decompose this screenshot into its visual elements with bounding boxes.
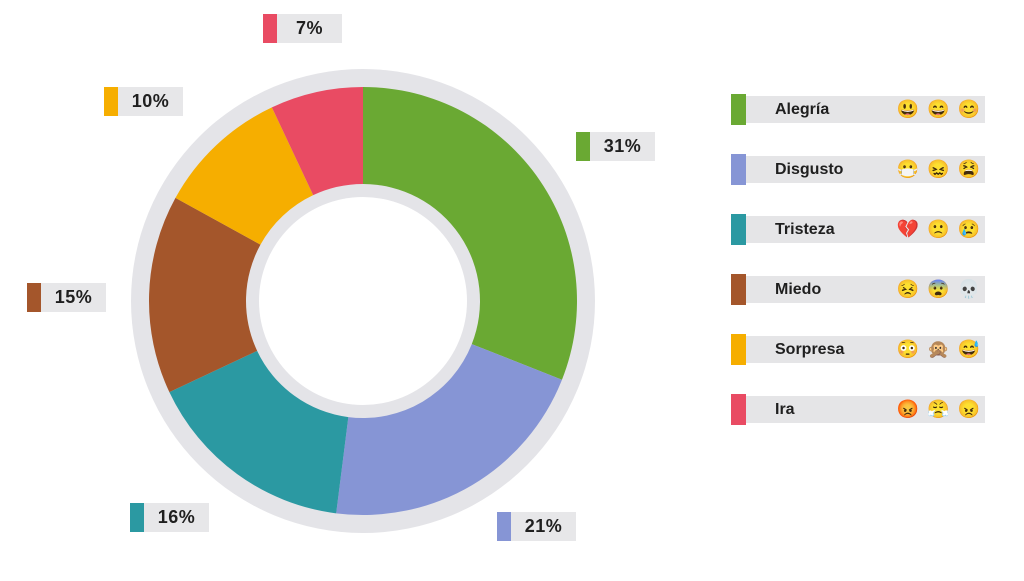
legend-emojis: 😃 😄 😊 [896,99,980,119]
callout-ira: 7% [263,14,342,43]
legend-item-alegria: Alegría 😃 😄 😊 [731,94,985,125]
callout-color-chip [104,87,118,116]
donut-center-hole [259,197,467,405]
legend-color-chip [731,154,746,185]
donut-slice-alegria [363,87,577,380]
donut-slice-disgusto [336,344,562,516]
legend-item-disgusto: Disgusto 😷 😖 😫 [731,154,985,185]
legend-label: Miedo [775,281,822,298]
legend-label: Ira [775,401,795,418]
legend-label: Disgusto [775,161,844,178]
callout-color-chip [497,512,511,541]
callout-alegria: 31% [576,132,655,161]
legend-color-chip [731,394,746,425]
callout-color-chip [27,283,41,312]
callout-color-chip [576,132,590,161]
callout-miedo: 15% [27,283,106,312]
callout-value: 16% [144,503,209,532]
donut-slice-sorpresa [175,107,314,245]
legend-color-chip [731,214,746,245]
legend-emojis: 💔 🙁 😢 [896,219,980,239]
legend-color-chip [731,94,746,125]
callout-value: 10% [118,87,183,116]
legend-color-chip [731,274,746,305]
legend-emojis: 😡 😤 😠 [896,399,980,419]
legend-emojis: 😣 😨 💀 [896,279,980,299]
donut-slice-ira [271,87,363,196]
callout-sorpresa: 10% [104,87,183,116]
legend-label: Alegría [775,101,830,118]
callout-value: 31% [590,132,655,161]
legend-item-sorpresa: Sorpresa 😳 🙊 😅 [731,334,985,365]
legend-emojis: 😷 😖 😫 [896,159,980,179]
callout-value: 15% [41,283,106,312]
callout-value: 7% [277,14,342,43]
callout-tristeza: 16% [130,503,209,532]
legend-item-miedo: Miedo 😣 😨 💀 [731,274,985,305]
callout-value: 21% [511,512,576,541]
legend-item-tristeza: Tristeza 💔 🙁 😢 [731,214,985,245]
legend-label: Tristeza [775,221,835,238]
legend-emojis: 😳 🙊 😅 [896,339,980,359]
donut-slice-miedo [149,197,261,393]
legend-color-chip [731,334,746,365]
callout-disgusto: 21% [497,512,576,541]
donut-slice-tristeza [169,350,349,514]
callout-color-chip [130,503,144,532]
legend-item-ira: Ira 😡 😤 😠 [731,394,985,425]
callout-color-chip [263,14,277,43]
legend-label: Sorpresa [775,341,845,358]
